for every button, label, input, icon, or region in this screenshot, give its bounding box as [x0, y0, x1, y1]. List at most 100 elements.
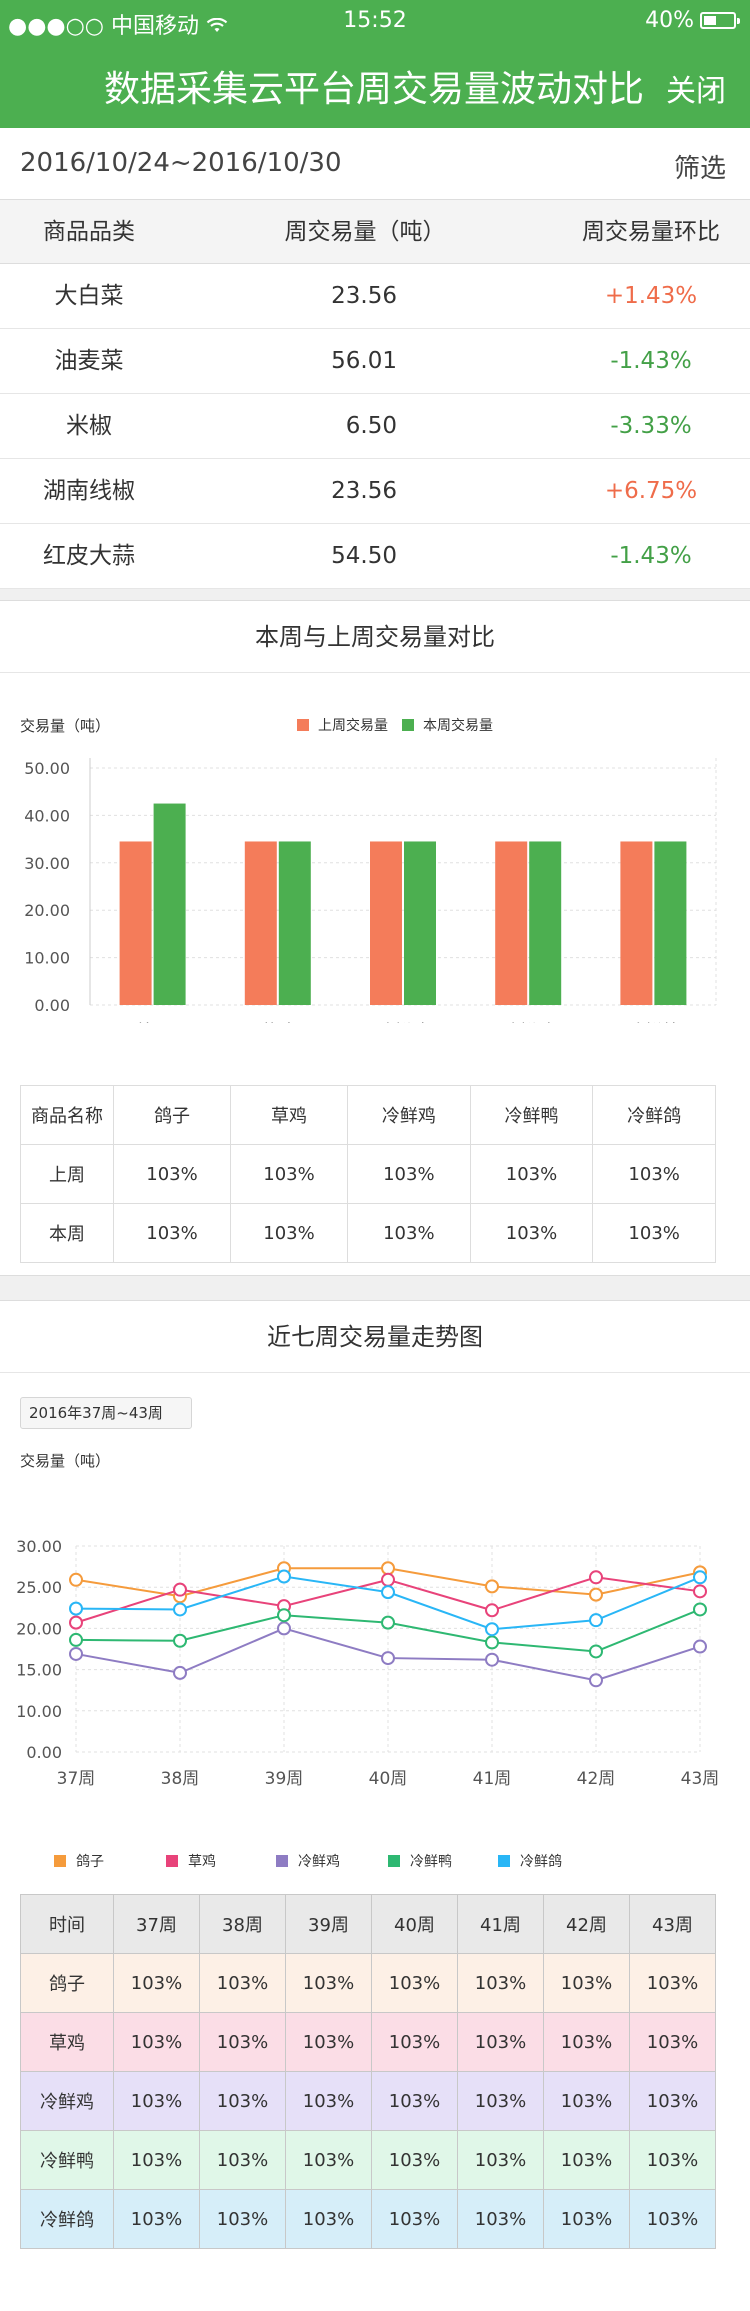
data-point[interactable] [381, 1615, 395, 1630]
table-cell: 103% [543, 1953, 630, 2013]
data-point[interactable] [277, 1621, 291, 1636]
table-cell: 103% [113, 2189, 200, 2249]
legend-item[interactable]: 冷鲜鸭 [388, 1851, 498, 1871]
close-button[interactable]: 关闭 [666, 74, 726, 109]
data-point[interactable] [277, 1569, 291, 1584]
legend-item[interactable]: 冷鲜鸡 [276, 1851, 388, 1871]
table-cell: 103% [347, 1144, 471, 1204]
table-cell: 103% [457, 2189, 544, 2249]
table-row[interactable]: 米椒 6.50 -3.33% [0, 394, 750, 459]
status-left: ●●●○○ 中国移动 [8, 8, 228, 40]
legend-swatch [166, 1855, 178, 1867]
table-cell: 冷鲜鸭 [20, 2130, 114, 2190]
data-point[interactable] [693, 1584, 707, 1599]
data-point[interactable] [485, 1652, 499, 1667]
data-point[interactable] [69, 1646, 83, 1661]
data-point[interactable] [173, 1633, 187, 1648]
legend-label-this-week: 本周交易量 [423, 717, 493, 734]
table-cell: 103% [592, 1203, 716, 1263]
data-point[interactable] [381, 1585, 395, 1600]
table-cell: 103% [543, 2012, 630, 2072]
data-point[interactable] [693, 1602, 707, 1617]
data-point[interactable] [589, 1570, 603, 1585]
table-row: 上周 103% 103% 103% 103% 103% [20, 1144, 716, 1204]
data-point[interactable] [381, 1561, 395, 1576]
table-cell: 103% [113, 2130, 200, 2190]
data-point[interactable] [485, 1635, 499, 1650]
week-range-select[interactable]: 2016年37周~43周 [20, 1397, 192, 1429]
table-cell: 鸽子 [20, 1953, 114, 2013]
data-point[interactable] [173, 1602, 187, 1617]
bar-last-week[interactable] [119, 841, 152, 1005]
legend-item[interactable]: 鸽子 [54, 1851, 166, 1871]
bar-last-week[interactable] [620, 841, 653, 1005]
table-row[interactable]: 湖南线椒 23.56 +6.75% [0, 459, 750, 524]
data-point[interactable] [381, 1651, 395, 1666]
date-range-text: 2016/10/24~2016/10/30 [20, 148, 342, 178]
bar-last-week[interactable] [244, 841, 277, 1005]
battery-icon [700, 12, 740, 29]
data-point[interactable] [173, 1665, 187, 1680]
table-cell: 103% [113, 1144, 231, 1204]
data-point[interactable] [277, 1608, 291, 1623]
data-point[interactable] [589, 1673, 603, 1688]
row-volume: 56.01 [331, 348, 397, 374]
x-tick-label: 37周 [57, 1769, 96, 1789]
bar-this-week[interactable] [529, 841, 562, 1005]
table-cell: 38周 [199, 1894, 286, 1954]
table-cell: 103% [543, 2071, 630, 2131]
data-point[interactable] [69, 1632, 83, 1647]
row-volume: 54.50 [331, 543, 397, 569]
bar-this-week[interactable] [153, 803, 186, 1005]
legend-item[interactable]: 草鸡 [166, 1851, 276, 1871]
weekly-trend-table: 时间 37周 38周 39周 40周 41周 42周 43周 鸽子 103% 103% 103% 103… [20, 1894, 716, 2249]
data-point[interactable] [589, 1587, 603, 1602]
legend-label-last-week: 上周交易量 [318, 717, 388, 734]
data-point[interactable] [485, 1603, 499, 1618]
table-row: 冷鲜鸡 103% 103% 103% 103% 103% 103% 103% [20, 2071, 716, 2131]
table-cell: 41周 [457, 1894, 544, 1954]
data-point[interactable] [381, 1572, 395, 1587]
table-cell: 103% [469, 1144, 594, 1204]
table-cell: 39周 [285, 1894, 372, 1954]
table-cell: 103% [199, 1953, 286, 2013]
header-change: 周交易量环比 [582, 219, 720, 245]
data-point[interactable] [485, 1622, 499, 1637]
y-tick-label: 40.00 [24, 806, 70, 825]
status-right: 40% [645, 8, 740, 33]
bar-chart-title: 本周与上周交易量对比 [0, 601, 750, 673]
bar-last-week[interactable] [370, 841, 402, 1005]
bar-chart-card: 本周与上周交易量对比 交易量（吨） 上周交易量 本周交易量 0.00 10.00 2… [0, 600, 750, 1276]
data-point[interactable] [69, 1601, 83, 1616]
data-point[interactable] [69, 1572, 83, 1587]
data-point[interactable] [589, 1644, 603, 1659]
y-tick-label: 0.00 [26, 1743, 62, 1762]
table-row: 草鸡 103% 103% 103% 103% 103% 103% 103% [20, 2012, 716, 2072]
table-cell: 103% [457, 2130, 544, 2190]
filter-button[interactable]: 筛选 [673, 154, 726, 184]
table-cell: 103% [543, 2130, 630, 2190]
bar-this-week[interactable] [404, 841, 436, 1005]
wifi-icon [206, 17, 228, 32]
bar-last-week[interactable] [495, 841, 528, 1005]
table-cell: 冷鲜鸡 [20, 2071, 114, 2131]
bar-this-week[interactable] [654, 841, 687, 1005]
table-cell: 草鸡 [230, 1085, 348, 1145]
table-cell: 草鸡 [20, 2012, 114, 2072]
data-point[interactable] [69, 1615, 83, 1630]
table-row[interactable]: 油麦菜 56.01 -1.43% [0, 329, 750, 394]
header-category: 商品品类 [43, 219, 135, 245]
data-point[interactable] [693, 1639, 707, 1654]
data-point[interactable] [485, 1579, 499, 1594]
legend-item[interactable]: 冷鲜鸽 [498, 1851, 608, 1871]
table-cell: 43周 [629, 1894, 716, 1954]
data-point[interactable] [173, 1582, 187, 1597]
table-row[interactable]: 大白菜 23.56 +1.43% [0, 264, 750, 329]
y-tick-label: 30.00 [24, 854, 70, 873]
bar-this-week[interactable] [278, 841, 311, 1005]
x-tick-label: 鸽子 [136, 1022, 170, 1023]
data-point[interactable] [589, 1613, 603, 1628]
table-row[interactable]: 红皮大蒜 54.50 -1.43% [0, 524, 750, 589]
data-point[interactable] [693, 1570, 707, 1585]
table-cell: 103% [371, 2189, 458, 2249]
